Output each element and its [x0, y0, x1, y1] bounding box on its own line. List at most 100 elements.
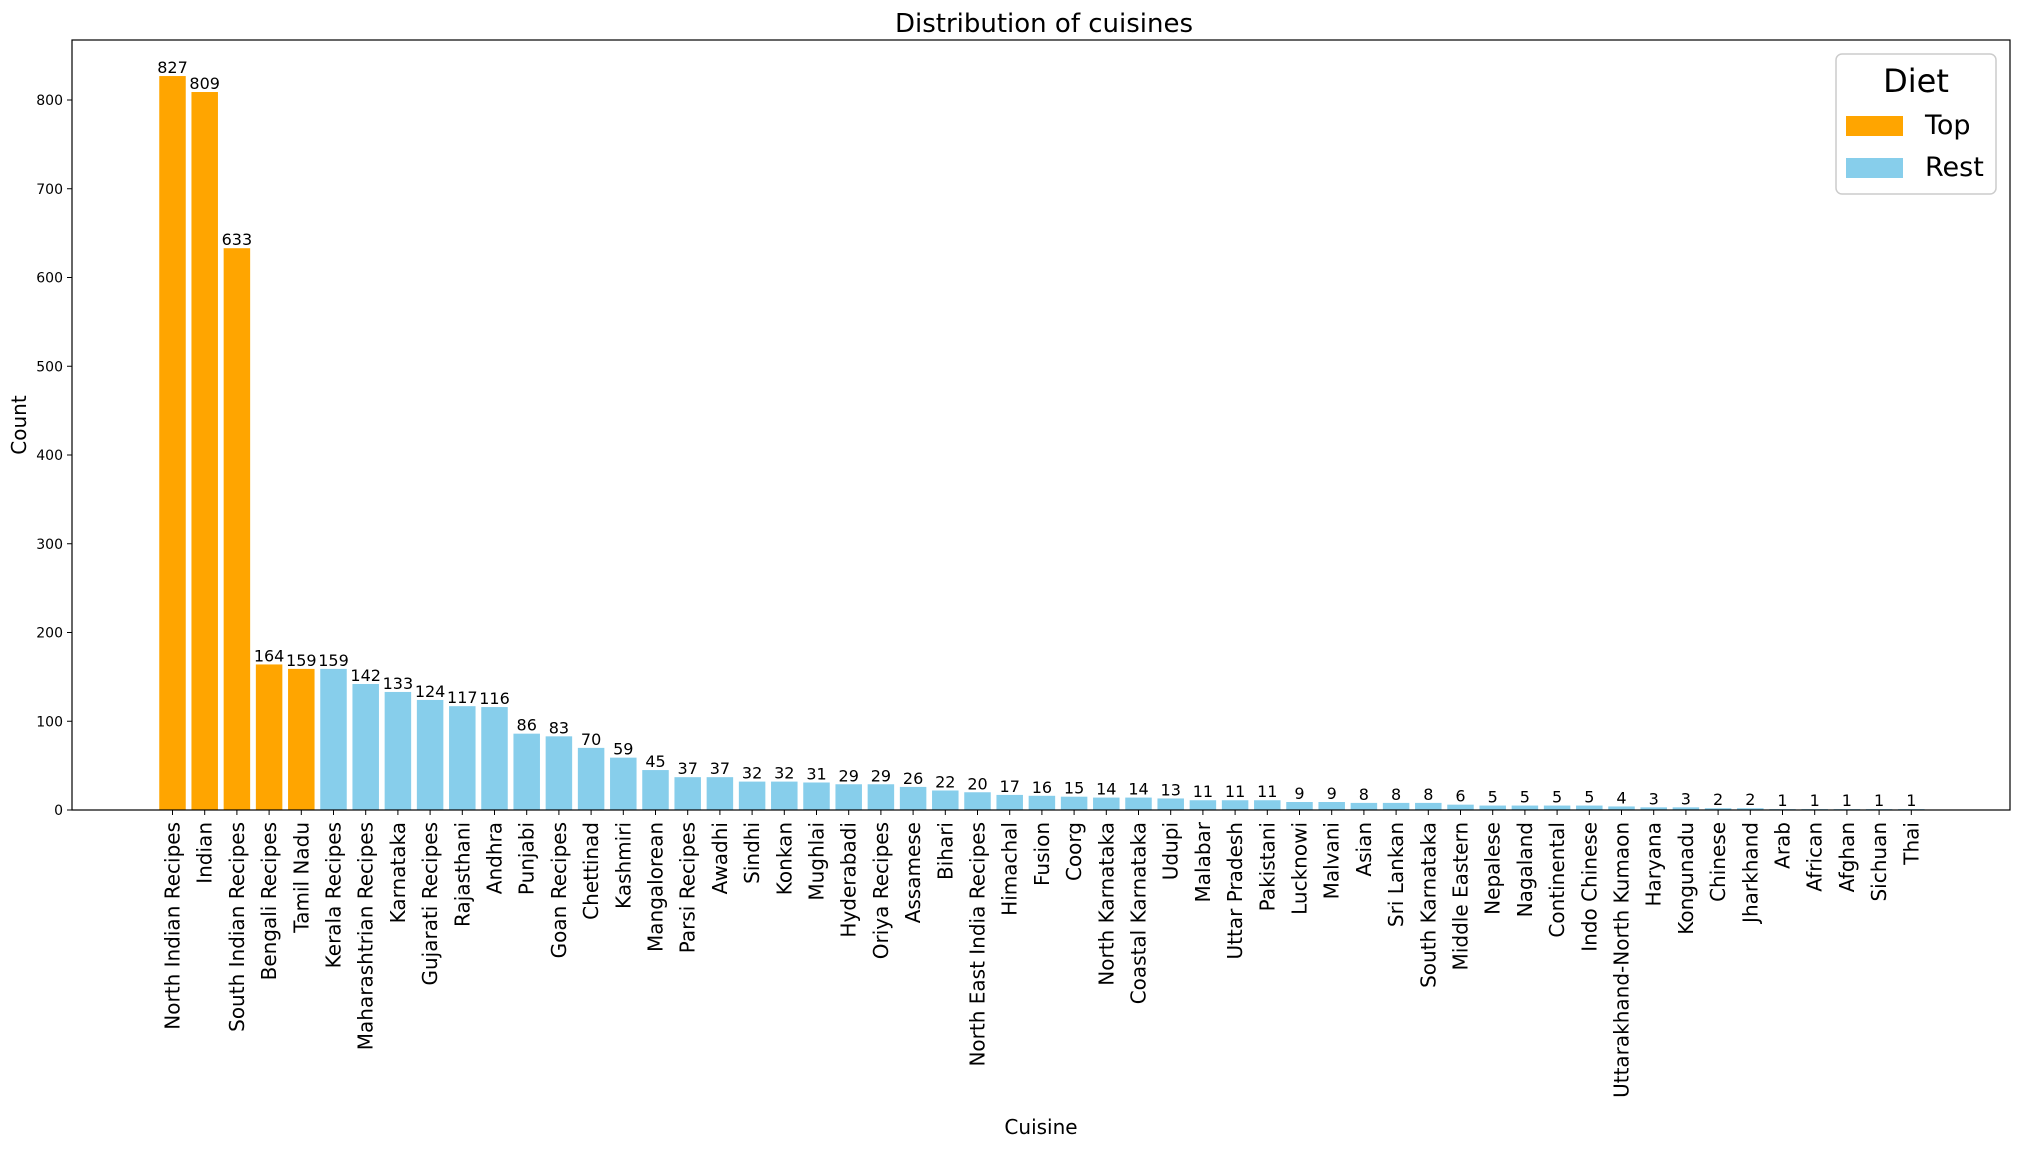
x-tick-label: North Indian Recipes [161, 822, 185, 1030]
x-tick-label: Kerala Recipes [322, 822, 346, 968]
bar [1157, 798, 1184, 810]
chart-title: Distribution of cuisines [895, 9, 1193, 39]
bar-value-label: 31 [806, 764, 826, 783]
x-tick-label: Malabar [1191, 821, 1215, 902]
bar [610, 757, 637, 810]
y-tick-label: 0 [54, 803, 63, 819]
bar-value-label: 29 [871, 766, 891, 785]
bar-value-label: 159 [318, 651, 349, 670]
bars-group [159, 76, 1925, 811]
bar-value-label: 32 [774, 764, 794, 783]
bar-value-label: 116 [479, 689, 510, 708]
x-tick-label: Uttar Pradesh [1223, 822, 1247, 959]
bar-value-label: 8 [1391, 785, 1401, 804]
bar [223, 248, 251, 810]
bar [1286, 802, 1313, 810]
legend-label-top: Top [1924, 110, 1971, 141]
bar [1511, 805, 1539, 810]
legend-swatch-top [1846, 116, 1903, 136]
x-tick-label: Karnataka [386, 822, 410, 923]
bar-value-label: 5 [1520, 788, 1530, 807]
y-axis: 0 100 200 300 400 500 600 700 800 [36, 93, 72, 819]
x-tick-label: Continental [1545, 822, 1569, 938]
x-tick-label: North Karnataka [1094, 822, 1118, 986]
bar-value-label: 1 [1842, 791, 1852, 810]
bar [1318, 802, 1345, 810]
legend-swatch-rest [1846, 158, 1903, 178]
bar-value-label: 37 [710, 759, 730, 778]
x-tick-label: Haryana [1642, 822, 1666, 907]
bar-value-label: 17 [1000, 777, 1020, 796]
bar [1640, 807, 1667, 810]
x-tick-label: Sindhi [740, 822, 764, 884]
bar [449, 706, 476, 810]
bar-value-label: 59 [613, 740, 633, 759]
bar-value-label: 1 [1777, 791, 1787, 810]
x-tick-label: Maharashtrian Recipes [354, 822, 378, 1050]
x-tick-label: Andhra [483, 822, 507, 894]
x-tick-label: Thai [1899, 822, 1923, 866]
x-tick-label: Afghan [1835, 822, 1859, 892]
x-axis: North Indian Recipes Indian South Indian R… [161, 810, 1923, 1098]
y-tick-label: 400 [36, 448, 63, 464]
x-tick-label: Nagaland [1513, 822, 1537, 917]
bar [1479, 805, 1506, 810]
plot-frame [71, 39, 2011, 811]
bar [867, 784, 895, 810]
legend: Diet Top Rest [1835, 53, 1997, 195]
bar [996, 794, 1023, 810]
bar-value-label: 117 [447, 688, 478, 707]
x-axis-label: Cuisine [1004, 1115, 1077, 1139]
bar [1028, 795, 1056, 810]
bar-value-label: 13 [1161, 780, 1181, 799]
bar [932, 790, 959, 810]
bar [545, 736, 573, 810]
bar-value-label: 22 [935, 772, 955, 791]
bar-value-label: 1 [1810, 791, 1820, 810]
x-tick-label: South Indian Recipes [225, 822, 249, 1032]
bar [674, 777, 701, 810]
bar [320, 668, 347, 810]
x-tick-label: Bihari [933, 822, 957, 880]
bar-value-label: 11 [1225, 782, 1245, 801]
x-tick-label: Sri Lankan [1384, 822, 1408, 927]
bar-value-label: 45 [645, 752, 665, 771]
x-tick-label: Rajasthani [450, 822, 474, 927]
bar [1254, 800, 1281, 810]
x-tick-label: Indo Chinese [1577, 822, 1601, 952]
x-tick-label: Malvani [1320, 822, 1344, 899]
x-tick-label: Udupi [1159, 822, 1183, 880]
bar-value-label: 37 [678, 759, 698, 778]
y-axis-label: Count [7, 395, 31, 455]
bar [1608, 806, 1635, 810]
x-tick-label: Chettinad [579, 822, 603, 920]
bar [191, 92, 218, 810]
x-tick-label: Jharkhand [1738, 822, 1762, 925]
bar-value-label: 4 [1616, 788, 1626, 807]
x-tick-label: Bengali Recipes [257, 822, 281, 980]
x-tick-label: Lucknowi [1288, 822, 1312, 915]
x-tick-label: Chinese [1706, 822, 1730, 902]
bar-value-label: 26 [903, 769, 923, 788]
bar [352, 683, 379, 810]
x-tick-label: Goan Recipes [547, 822, 571, 958]
bar [416, 699, 444, 810]
bar-value-label: 3 [1649, 789, 1659, 808]
x-tick-label: Awadhi [708, 822, 732, 894]
legend-title: Diet [1883, 62, 1949, 100]
bar [1704, 808, 1732, 810]
x-tick-label: Uttarakhand-North Kumaon [1610, 822, 1634, 1098]
bar [964, 792, 991, 810]
bar-value-label: 8 [1423, 785, 1433, 804]
y-tick-label: 300 [36, 537, 63, 553]
bar-value-label: 133 [383, 674, 414, 693]
bar [1576, 805, 1603, 810]
bar-value-label: 8 [1359, 785, 1369, 804]
bar-value-label: 11 [1257, 782, 1277, 801]
bar [1382, 802, 1410, 810]
legend-label-rest: Rest [1925, 152, 1984, 183]
bar-value-label: 5 [1584, 788, 1594, 807]
bar-value-label: 2 [1713, 790, 1723, 809]
bar [1737, 808, 1764, 810]
